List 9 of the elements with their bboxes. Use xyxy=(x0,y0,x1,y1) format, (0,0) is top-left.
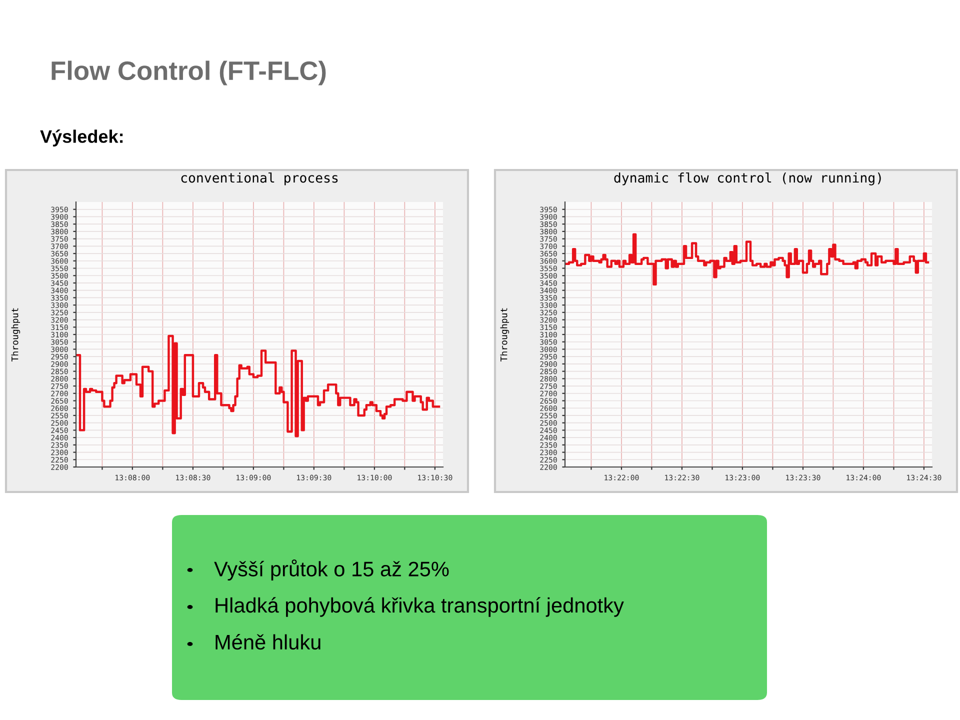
text: Méně hluku xyxy=(216,634,320,650)
chart-title: conventional process xyxy=(181,172,338,186)
text: Hladká pohybová křivka transportní jednotky xyxy=(216,597,624,617)
text: Výsledek: xyxy=(40,130,123,146)
chart-title: dynamic flow control (now running) xyxy=(614,172,881,186)
text: Flow Control (FT-FLC) xyxy=(52,60,326,86)
text: Vyšší průtok o 15 až 25% xyxy=(214,559,449,581)
y-axis-title: Throughput xyxy=(11,308,20,362)
y-axis-title: Throughput xyxy=(500,308,510,362)
